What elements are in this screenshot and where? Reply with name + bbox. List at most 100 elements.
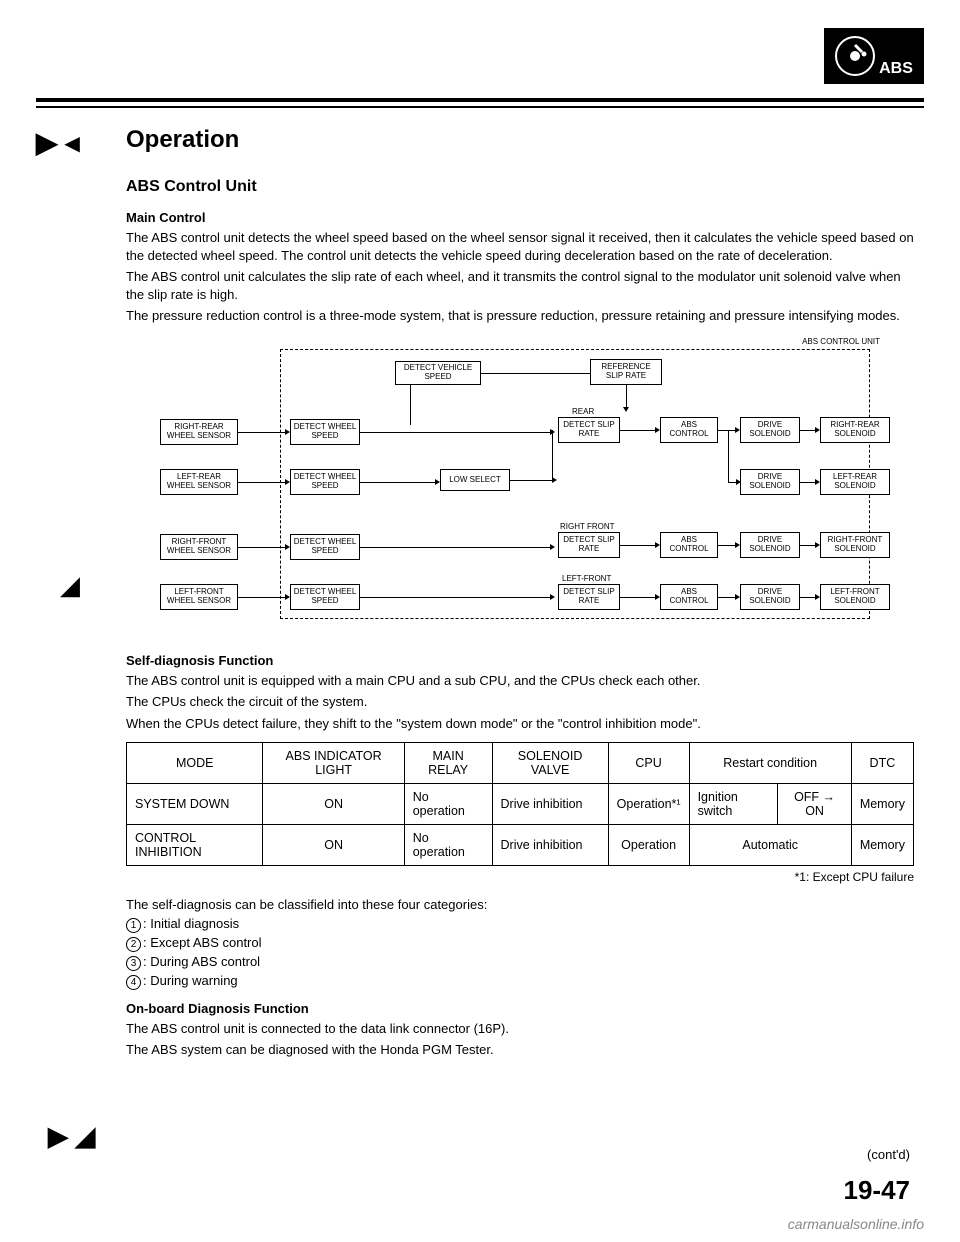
solenoid-lr: LEFT-REAR SOLENOID <box>820 469 890 495</box>
categories-intro: The self-diagnosis can be classifield in… <box>126 896 914 915</box>
block-diagram: ABS CONTROL UNIT RIGHT-REAR WHEEL SENSOR… <box>160 349 880 629</box>
onboard-p1: The ABS control unit is connected to the… <box>126 1020 914 1038</box>
cell-cpu: Operation <box>608 825 689 866</box>
cell-dtc: Memory <box>851 825 913 866</box>
cell-light: ON <box>263 825 404 866</box>
cat-1: 1: Initial diagnosis <box>126 915 914 934</box>
selfdiag-p1: The ABS control unit is equipped with a … <box>126 672 914 690</box>
th-dtc: DTC <box>851 743 913 784</box>
th-mode: MODE <box>127 743 263 784</box>
table-footnote: *1: Except CPU failure <box>126 870 914 884</box>
main-control-p2: The ABS control unit calculates the slip… <box>126 268 914 303</box>
section-pointer-icon: ▶ ◂ <box>36 126 79 159</box>
conn <box>718 430 735 431</box>
conn <box>800 430 815 431</box>
abs-badge-icon <box>835 36 875 76</box>
detect-rf: DETECT WHEEL SPEED <box>290 534 360 560</box>
conn <box>238 597 285 598</box>
conn <box>620 430 655 431</box>
main-control-p1: The ABS control unit detects the wheel s… <box>126 229 914 264</box>
conn <box>552 430 553 480</box>
conn <box>238 482 285 483</box>
sensor-rf: RIGHT-FRONT WHEEL SENSOR <box>160 534 238 560</box>
cat-2: 2: Except ABS control <box>126 934 914 953</box>
sensor-lf: LEFT-FRONT WHEEL SENSOR <box>160 584 238 610</box>
th-valve: SOLENOID VALVE <box>492 743 608 784</box>
abs-control-lf: ABS CONTROL <box>660 584 718 610</box>
conn <box>718 597 735 598</box>
sensor-rr: RIGHT-REAR WHEEL SENSOR <box>160 419 238 445</box>
conn <box>360 432 550 433</box>
cell-light: ON <box>263 784 404 825</box>
mode-table: MODE ABS INDICATOR LIGHT MAIN RELAY SOLE… <box>126 742 914 866</box>
th-light: ABS INDICATOR LIGHT <box>263 743 404 784</box>
solenoid-rr: RIGHT-REAR SOLENOID <box>820 417 890 443</box>
conn <box>800 482 815 483</box>
cell-restart1: Ignition switch <box>689 784 778 825</box>
cell-dtc: Memory <box>851 784 913 825</box>
th-relay: MAIN RELAY <box>404 743 492 784</box>
rule-thin <box>36 106 924 108</box>
rf-label: RIGHT FRONT <box>560 522 615 531</box>
th-restart: Restart condition <box>689 743 851 784</box>
conn <box>626 385 627 407</box>
conn <box>481 373 590 374</box>
rf-slip: DETECT SLIP RATE <box>558 532 620 558</box>
subtitle: ABS Control Unit <box>126 178 914 196</box>
diagram-title: ABS CONTROL UNIT <box>802 337 880 346</box>
table-row: SYSTEM DOWN ON No operation Drive inhibi… <box>127 784 914 825</box>
cat-3: 3: During ABS control <box>126 953 914 972</box>
rear-label: REAR <box>572 407 594 416</box>
lf-slip: DETECT SLIP RATE <box>558 584 620 610</box>
solenoid-lf: LEFT-FRONT SOLENOID <box>820 584 890 610</box>
drive-sol-rr: DRIVE SOLENOID <box>740 417 800 443</box>
main-control-p3: The pressure reduction control is a thre… <box>126 307 914 325</box>
table-row: CONTROL INHIBITION ON No operation Drive… <box>127 825 914 866</box>
vehicle-speed: DETECT VEHICLE SPEED <box>395 361 481 385</box>
cell-relay: No operation <box>404 784 492 825</box>
ref-slip: REFERENCE SLIP RATE <box>590 359 662 385</box>
cell-mode: CONTROL INHIBITION <box>127 825 263 866</box>
th-cpu: CPU <box>608 743 689 784</box>
category-list: The self-diagnosis can be classifield in… <box>126 896 914 990</box>
conn <box>360 597 550 598</box>
conn <box>360 482 435 483</box>
watermark: carmanualsonline.info <box>788 1216 924 1232</box>
conn <box>728 482 736 483</box>
abs-control-rear: ABS CONTROL <box>660 417 718 443</box>
low-select: LOW SELECT <box>440 469 510 491</box>
conn <box>510 480 552 481</box>
conn <box>620 545 655 546</box>
selfdiag-heading: Self-diagnosis Function <box>126 653 914 668</box>
conn <box>728 430 729 482</box>
cell-valve: Drive inhibition <box>492 825 608 866</box>
conn <box>360 547 550 548</box>
abs-control-rf: ABS CONTROL <box>660 532 718 558</box>
detect-lr: DETECT WHEEL SPEED <box>290 469 360 495</box>
side-mark2-icon: ▶ ◢ <box>48 1121 95 1152</box>
conn <box>620 597 655 598</box>
sensor-lr: LEFT-REAR WHEEL SENSOR <box>160 469 238 495</box>
cell-relay: No operation <box>404 825 492 866</box>
cell-cpu: Operation*¹ <box>608 784 689 825</box>
table-header-row: MODE ABS INDICATOR LIGHT MAIN RELAY SOLE… <box>127 743 914 784</box>
rule-thick <box>36 98 924 102</box>
rear-slip: DETECT SLIP RATE <box>558 417 620 443</box>
conn <box>238 432 285 433</box>
selfdiag-p3: When the CPUs detect failure, they shift… <box>126 715 914 733</box>
drive-sol-lf: DRIVE SOLENOID <box>740 584 800 610</box>
page-number: 19-47 <box>844 1175 911 1206</box>
conn <box>800 545 815 546</box>
cat-4: 4: During warning <box>126 972 914 991</box>
detect-lf: DETECT WHEEL SPEED <box>290 584 360 610</box>
side-mark-icon: ◢ <box>60 570 80 601</box>
cell-mode: SYSTEM DOWN <box>127 784 263 825</box>
drive-sol-rf: DRIVE SOLENOID <box>740 532 800 558</box>
detect-rr: DETECT WHEEL SPEED <box>290 419 360 445</box>
abs-badge-text: ABS <box>879 60 913 84</box>
conn <box>800 597 815 598</box>
conn <box>410 385 411 425</box>
solenoid-rf: RIGHT-FRONT SOLENOID <box>820 532 890 558</box>
cell-valve: Drive inhibition <box>492 784 608 825</box>
main-control-heading: Main Control <box>126 210 914 225</box>
